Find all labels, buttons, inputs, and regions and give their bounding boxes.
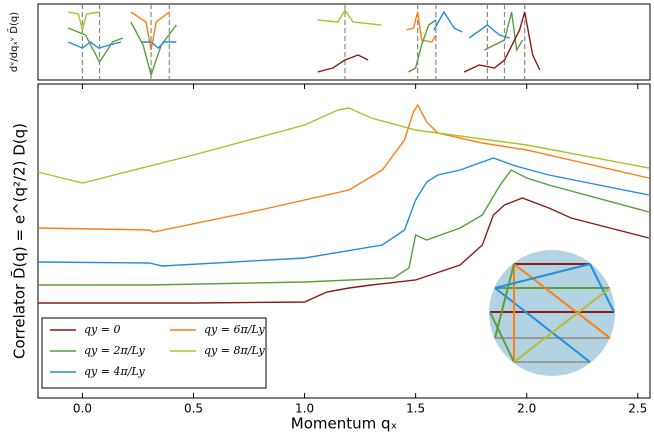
series-line [406,11,437,43]
series-line [317,8,382,26]
series-line [463,11,541,73]
series-line [483,11,524,53]
x-tick-label: 0.0 [73,402,92,416]
series-line [38,197,650,304]
top-y-label: dᵛ/dqₓᵛ D̄(q) [7,12,20,72]
series-line [130,21,177,78]
legend-label: qy = 6π/Ly [204,323,266,336]
x-tick-label: 2.0 [517,402,536,416]
x-tick-label: 1.0 [295,402,314,416]
series-line [68,11,100,31]
series-line [141,41,177,49]
x-tick-label: 2.5 [628,402,647,416]
series-line [433,10,463,33]
main-frame [37,83,651,399]
top-frame [37,3,651,81]
series-line [317,54,369,73]
inset [489,250,615,376]
series-line [37,107,650,184]
series-line [38,169,650,286]
x-tick-label: 0.5 [184,402,203,416]
legend: qy = 0 qy = 2π/Ly qy = 4π/Ly qy = 6π/Ly qy =… [41,317,267,389]
series-line [67,41,122,49]
series-line [468,24,510,39]
x-tick-label: 1.5 [406,402,425,416]
series-line [37,157,650,267]
series-line [37,103,650,233]
series-line [130,11,170,51]
series-line [67,27,124,64]
series-line [408,19,437,73]
legend-box [41,317,267,389]
y-label: Correlator D̄(q) = e^(q²/2) D(q) [10,123,29,359]
legend-label: qy = 4π/Ly [84,365,146,378]
legend-label: qy = 2π/Ly [84,344,146,357]
x-label: Momentum qₓ [291,415,397,433]
legend-label: qy = 0 [84,323,120,336]
inset-arrows [489,263,615,363]
legend-label: qy = 8π/Ly [204,344,266,357]
